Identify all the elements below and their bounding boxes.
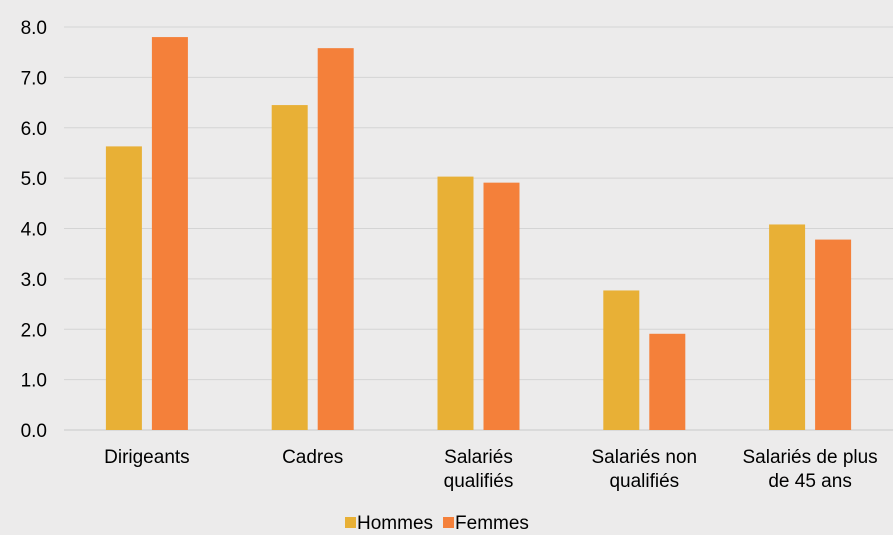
bar-hommes	[271, 105, 308, 431]
x-category-label-line: Dirigeants	[104, 447, 190, 468]
x-category-label: Salariés non qualifiés	[591, 447, 697, 492]
x-category-label-line: Cadres	[282, 447, 343, 468]
x-category-label-line: qualifiés	[609, 471, 679, 492]
y-tick-label: 6.0	[21, 119, 47, 140]
bar-hommes	[769, 224, 806, 430]
y-tick-label: 7.0	[21, 68, 47, 89]
x-category-label-line: Salariés de plus	[742, 447, 877, 468]
x-category-label-line: Salariés	[444, 447, 513, 468]
legend-label-hommes: Hommes	[357, 513, 433, 534]
bar-femmes	[151, 37, 188, 430]
legend-swatch-hommes	[345, 517, 356, 528]
y-axis-tick-labels: 0.0 1.0 2.0 3.0 4.0 5.0 6.0 7.0 8.0	[21, 18, 47, 442]
x-category-label: Salariés qualifiés	[444, 447, 514, 492]
bar-hommes	[437, 176, 474, 430]
bar-femmes	[483, 182, 520, 430]
bar-femmes	[317, 48, 354, 430]
bar-hommes	[603, 290, 640, 430]
y-tick-label: 3.0	[21, 270, 47, 291]
y-tick-label: 5.0	[21, 169, 47, 190]
legend-swatch-femmes	[443, 517, 455, 528]
bar-hommes	[105, 146, 142, 431]
y-tick-label: 1.0	[21, 371, 47, 392]
legend-label-femmes: Femmes	[455, 513, 529, 534]
x-category-label-line: Salariés non	[591, 447, 697, 468]
bar-femmes	[815, 239, 852, 430]
bar-femmes	[649, 333, 686, 430]
x-category-label-line: qualifiés	[444, 471, 514, 492]
y-tick-label: 0.0	[21, 421, 47, 442]
y-tick-label: 2.0	[21, 320, 47, 341]
x-category-label: Dirigeants	[104, 447, 190, 468]
x-category-label: Salariés de plus de 45 ans	[742, 447, 877, 492]
x-category-label: Cadres	[282, 447, 343, 468]
bars	[105, 37, 852, 431]
x-category-label-line: de 45 ans	[768, 471, 851, 492]
y-tick-label: 8.0	[21, 18, 47, 39]
legend: Hommes Femmes	[345, 513, 529, 534]
x-axis-category-labels: Dirigeants Cadres Salariés qualifiésSalarié…	[104, 447, 878, 492]
gridlines	[64, 26, 893, 431]
y-tick-label: 4.0	[21, 220, 47, 241]
